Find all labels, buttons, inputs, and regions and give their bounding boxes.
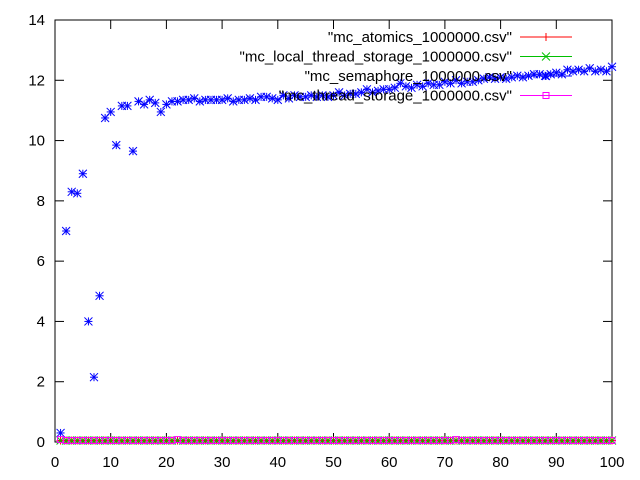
data-point	[56, 428, 65, 438]
data-point	[384, 84, 394, 94]
data-point	[507, 72, 517, 82]
data-point	[111, 140, 121, 150]
data-point	[67, 187, 77, 197]
x-tick-label: 0	[51, 454, 59, 471]
data-point	[245, 94, 255, 103]
data-point	[551, 68, 561, 78]
data-point	[61, 226, 71, 236]
data-point	[608, 436, 616, 444]
data-point	[518, 72, 528, 82]
data-point	[479, 74, 489, 84]
data-point	[228, 97, 238, 106]
data-point	[72, 188, 82, 198]
data-point	[240, 95, 249, 105]
data-point	[440, 77, 450, 87]
data-point	[423, 78, 433, 88]
data-point	[290, 91, 299, 100]
series-3	[56, 62, 617, 438]
data-point	[195, 97, 205, 106]
data-point	[318, 91, 327, 100]
x-tick-label: 100	[599, 454, 624, 471]
x-tick-label: 90	[548, 454, 565, 471]
data-point	[78, 169, 88, 179]
data-point	[490, 74, 500, 84]
data-point	[501, 74, 511, 84]
legend-label: "mc_thread_storage_1000000.csv"	[279, 88, 512, 105]
y-tick-label: 12	[28, 72, 45, 89]
data-point	[84, 317, 93, 326]
data-point	[217, 95, 227, 105]
data-point	[457, 78, 466, 88]
x-tick-label: 40	[269, 454, 286, 471]
data-point	[546, 69, 556, 79]
y-tick-label: 6	[37, 253, 45, 270]
data-point	[150, 98, 160, 108]
legend-label: "mc_atomics_1000000.csv"	[328, 29, 512, 46]
legend-label: "mc_local_thread_storage_1000000.csv"	[240, 49, 513, 66]
data-point	[390, 83, 400, 93]
legend-marker	[541, 52, 551, 61]
series-4	[57, 436, 616, 444]
y-tick-label: 2	[37, 374, 45, 391]
data-point	[512, 71, 522, 81]
data-point	[123, 101, 132, 111]
data-point	[89, 372, 99, 382]
data-point	[139, 100, 149, 109]
data-point	[468, 77, 478, 87]
data-point	[356, 87, 366, 97]
data-point	[485, 72, 494, 82]
x-tick-label: 50	[325, 454, 342, 471]
data-point	[156, 107, 166, 117]
x-tick-label: 80	[492, 454, 509, 471]
y-tick-label: 8	[37, 193, 45, 210]
data-point	[607, 62, 617, 72]
x-tick-label: 20	[158, 454, 175, 471]
x-tick-label: 70	[437, 454, 454, 471]
data-point	[596, 65, 606, 75]
data-point	[496, 72, 505, 82]
data-point	[473, 75, 483, 85]
data-point	[373, 86, 383, 96]
y-tick-label: 10	[28, 133, 45, 150]
x-tick-label: 10	[102, 454, 119, 471]
legend-marker	[541, 71, 551, 81]
data-point	[535, 69, 544, 79]
x-tick-label: 30	[214, 454, 231, 471]
legend-marker	[542, 92, 550, 99]
data-point	[184, 95, 194, 105]
data-point	[273, 95, 283, 105]
y-tick-label: 14	[28, 12, 45, 29]
data-point	[351, 89, 361, 99]
data-point	[173, 97, 182, 106]
legend-marker	[542, 33, 550, 41]
data-point	[412, 80, 422, 90]
data-point	[312, 92, 322, 102]
data-point	[568, 66, 578, 76]
data-point	[602, 66, 611, 76]
data-point	[301, 92, 311, 102]
data-point	[557, 69, 567, 79]
data-point	[262, 92, 272, 102]
data-point	[574, 65, 583, 75]
data-point	[128, 146, 138, 156]
y-tick-label: 4	[37, 313, 45, 330]
data-point	[340, 91, 349, 100]
data-point	[323, 92, 333, 102]
y-tick-label: 0	[37, 434, 45, 451]
data-point	[95, 291, 104, 301]
data-point	[306, 91, 316, 100]
data-point	[401, 81, 411, 91]
data-point	[563, 65, 572, 75]
data-point	[590, 66, 600, 76]
legend-label: "mc_semaphore_1000000.csv"	[305, 68, 512, 85]
data-point	[106, 107, 116, 117]
x-tick-label: 60	[381, 454, 398, 471]
data-point	[368, 87, 377, 97]
data-point	[267, 94, 277, 103]
